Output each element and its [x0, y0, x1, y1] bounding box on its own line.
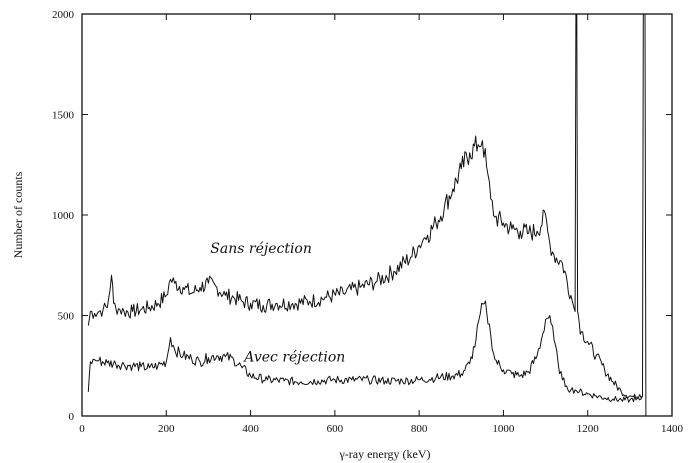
series-line-sans-rejection: [87, 13, 672, 417]
y-tick-label: 0: [69, 411, 75, 423]
x-tick-label: 200: [158, 423, 175, 435]
y-tick-label: 500: [58, 311, 75, 323]
x-tick-label: 1400: [661, 423, 684, 435]
series-line-avec-rejection: [87, 300, 643, 403]
y-axis: 0 500 1000 1500 2000: [52, 9, 672, 423]
annotations: Sans réjection Avec réjection: [210, 241, 345, 366]
annotation-label: Avec réjection: [242, 350, 345, 366]
y-tick-label: 1500: [52, 110, 75, 122]
annotation-label: Sans réjection: [210, 241, 312, 257]
x-tick-label: 800: [411, 423, 428, 435]
plot-frame: [81, 13, 673, 417]
x-axis: 0 200 400 600 800 1000 1200 1400: [79, 14, 684, 435]
x-tick-label: 400: [242, 423, 259, 435]
x-tick-label: 600: [327, 423, 344, 435]
x-axis-label: γ-ray energy (keV): [338, 447, 430, 461]
x-tick-label: 0: [79, 423, 85, 435]
plot-area: [87, 13, 672, 417]
x-tick-label: 1200: [577, 423, 600, 435]
y-tick-label: 1000: [52, 210, 75, 222]
y-axis-label: Number of counts: [11, 171, 25, 258]
x-tick-label: 1000: [492, 423, 515, 435]
y-tick-label: 2000: [52, 9, 75, 21]
